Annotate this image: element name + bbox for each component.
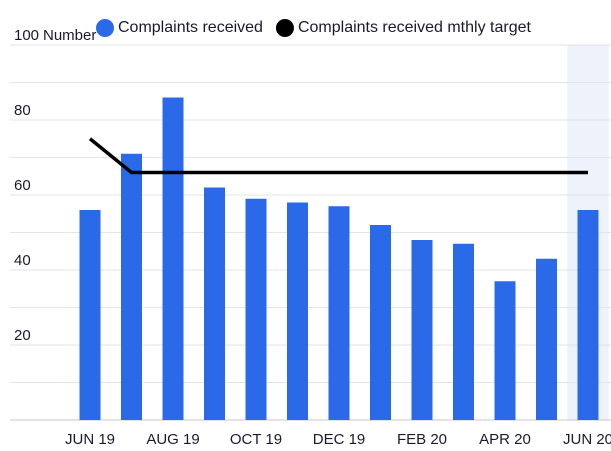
x-tick-label: FEB 20: [397, 431, 447, 448]
bar: [121, 153, 142, 420]
target-line: [88, 137, 588, 175]
x-tick-label: APR 20: [479, 431, 531, 448]
x-tick-label: JUN 19: [65, 431, 115, 448]
bar: [411, 240, 433, 420]
x-tick-label: JUN 20: [563, 431, 611, 448]
x-tick-label: AUG 19: [146, 431, 199, 448]
legend-label: Complaints received: [118, 19, 263, 36]
bar: [287, 202, 308, 420]
x-tick-label: OCT 19: [230, 431, 282, 448]
bar: [328, 206, 350, 420]
bar: [577, 210, 599, 420]
bar: [79, 210, 101, 420]
bar: [370, 225, 391, 420]
bar: [494, 281, 516, 420]
y-axis-label: Number: [43, 27, 96, 44]
bar: [453, 243, 474, 420]
y-tick-label: 20: [14, 327, 31, 344]
bar: [245, 198, 267, 420]
legend-swatch: [96, 19, 114, 37]
y-tick-label: 100: [14, 27, 39, 44]
legend-label: Complaints received mthly target: [298, 19, 532, 36]
y-tick-label: 40: [14, 252, 31, 269]
y-tick-label: 60: [14, 177, 31, 194]
bar: [204, 187, 225, 420]
bar: [162, 97, 184, 420]
y-tick-label: 80: [14, 102, 31, 119]
bar: [536, 258, 557, 420]
legend-swatch: [275, 19, 294, 37]
x-tick-label: DEC 19: [313, 431, 366, 448]
